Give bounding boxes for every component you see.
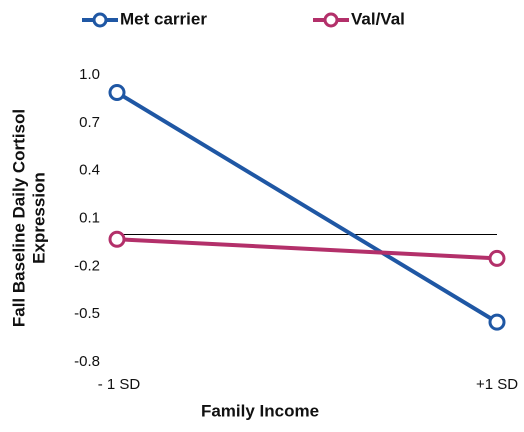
y-tick-label: -0.8: [74, 353, 100, 370]
data-point: [488, 249, 506, 267]
legend-label: Val/Val: [351, 9, 405, 28]
y-axis-label: Fall Baseline Daily Cortisol Expression: [9, 109, 48, 327]
y-tick-label: 0.4: [79, 162, 100, 179]
series-line: [116, 237, 498, 261]
series-line: [115, 90, 499, 324]
x-tick-label: - 1 SD: [98, 376, 141, 393]
y-tick-label: -0.5: [74, 305, 100, 322]
legend-marker: [323, 12, 339, 28]
y-tick-label: 1.0: [79, 66, 100, 83]
y-axis-label-line: Expression: [29, 172, 48, 264]
y-tick-label: 0.7: [79, 114, 100, 131]
legend-marker: [92, 12, 108, 28]
x-tick-label: +1 SD: [476, 376, 518, 393]
y-tick-label: -0.2: [74, 257, 100, 274]
x-axis-label: Family Income: [201, 401, 319, 420]
y-axis-label-line: Fall Baseline Daily Cortisol: [9, 109, 28, 327]
data-point: [488, 313, 506, 331]
data-point: [108, 230, 126, 248]
y-tick-label: 0.1: [79, 209, 100, 226]
data-point: [108, 84, 126, 102]
legend-label: Met carrier: [120, 9, 207, 28]
